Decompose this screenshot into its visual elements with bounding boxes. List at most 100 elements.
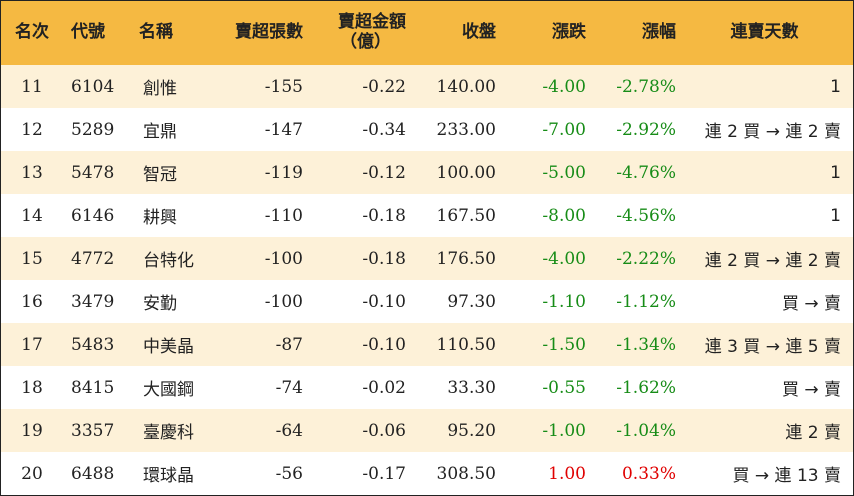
cell-rank: 11 <box>21 76 43 97</box>
cell-name: 大國鋼 <box>143 380 194 400</box>
header-code: 代號 <box>71 22 105 43</box>
table-row: 17 5483 中美晶 -87 -0.10 110.50 -1.50 -1.34% 連 3 買 … <box>1 323 853 366</box>
cell-close: 308.50 <box>436 463 496 484</box>
table-row: 13 5478 智冠 -119 -0.12 100.00 -5.00 -4.76% 1 <box>1 151 853 194</box>
cell-close: 176.50 <box>436 248 496 269</box>
header-sell-volume: 賣超張數 <box>235 22 303 43</box>
cell-rank: 13 <box>21 162 43 183</box>
cell-change: -7.00 <box>542 119 586 140</box>
header-close: 收盤 <box>462 22 496 43</box>
cell-close: 140.00 <box>436 76 496 97</box>
header-sell-amount: 賣超金額 （億） <box>303 1 406 65</box>
header-row: 名次 代號 名稱 賣超張數 賣超金額 （億） 收盤 漲跌 漲幅 連賣天數 <box>1 1 853 65</box>
cell-rank: 18 <box>21 377 43 398</box>
cell-sell-amount: -0.10 <box>362 334 406 355</box>
cell-change-pct: -4.76% <box>616 162 676 183</box>
cell-change: 1.00 <box>548 463 586 484</box>
cell-sell-days: 1 <box>830 76 841 97</box>
cell-code: 6104 <box>71 76 115 97</box>
cell-name: 臺慶科 <box>143 423 194 443</box>
cell-sell-amount: -0.06 <box>362 420 406 441</box>
cell-rank: 19 <box>21 420 43 441</box>
cell-name: 安勤 <box>143 294 177 314</box>
cell-sell-amount: -0.18 <box>362 248 406 269</box>
cell-sell-volume: -56 <box>275 463 303 484</box>
cell-change: -8.00 <box>542 205 586 226</box>
cell-code: 3357 <box>71 420 115 441</box>
cell-sell-days: 連 2 賣 <box>785 423 841 443</box>
table-row: 14 6146 耕興 -110 -0.18 167.50 -8.00 -4.56% 1 <box>1 194 853 237</box>
cell-code: 6146 <box>71 205 115 226</box>
cell-sell-volume: -110 <box>264 205 303 226</box>
header-sell-amount-line1: 賣超金額 <box>338 12 406 33</box>
cell-name: 宜鼎 <box>143 122 177 142</box>
cell-change: -4.00 <box>542 248 586 269</box>
header-change-pct: 漲幅 <box>642 22 676 43</box>
table-row: 12 5289 宜鼎 -147 -0.34 233.00 -7.00 -2.92% 連 2 買 … <box>1 108 853 151</box>
cell-sell-days: 連 2 買 → 連 2 賣 <box>704 251 841 271</box>
cell-sell-days: 買 → 賣 <box>781 380 841 400</box>
cell-change: -1.50 <box>542 334 586 355</box>
cell-change-pct: -1.34% <box>616 334 676 355</box>
cell-change-pct: 0.33% <box>621 463 676 484</box>
header-change: 漲跌 <box>552 22 586 43</box>
cell-code: 8415 <box>71 377 115 398</box>
cell-name: 創惟 <box>143 79 177 99</box>
cell-change-pct: -2.78% <box>616 76 676 97</box>
cell-change-pct: -1.04% <box>616 420 676 441</box>
header-rank: 名次 <box>15 22 49 43</box>
cell-sell-volume: -119 <box>264 162 303 183</box>
cell-change: -5.00 <box>542 162 586 183</box>
header-name: 名稱 <box>139 22 173 43</box>
table-row: 11 6104 創惟 -155 -0.22 140.00 -4.00 -2.78% 1 <box>1 65 853 108</box>
cell-name: 智冠 <box>143 165 177 185</box>
cell-sell-amount: -0.02 <box>362 377 406 398</box>
cell-sell-volume: -100 <box>264 291 303 312</box>
cell-sell-amount: -0.17 <box>362 463 406 484</box>
cell-sell-volume: -64 <box>275 420 303 441</box>
cell-name: 耕興 <box>143 208 177 228</box>
cell-change: -1.00 <box>542 420 586 441</box>
cell-sell-amount: -0.18 <box>362 205 406 226</box>
cell-close: 95.20 <box>447 420 496 441</box>
cell-sell-days: 買 → 連 13 賣 <box>732 466 842 486</box>
cell-sell-days: 1 <box>830 162 841 183</box>
cell-code: 5289 <box>71 119 115 140</box>
cell-close: 167.50 <box>436 205 496 226</box>
table-row: 18 8415 大國鋼 -74 -0.02 33.30 -0.55 -1.62% 買 → 賣 <box>1 366 853 409</box>
cell-change-pct: -2.92% <box>616 119 676 140</box>
cell-rank: 16 <box>21 291 43 312</box>
cell-sell-amount: -0.22 <box>362 76 406 97</box>
cell-close: 233.00 <box>436 119 496 140</box>
table-row: 15 4772 台特化 -100 -0.18 176.50 -4.00 -2.22% 連 2 買… <box>1 237 853 280</box>
cell-sell-amount: -0.34 <box>362 119 406 140</box>
cell-sell-days: 1 <box>830 205 841 226</box>
cell-rank: 20 <box>21 463 43 484</box>
cell-sell-volume: -155 <box>264 76 303 97</box>
cell-close: 97.30 <box>447 291 496 312</box>
cell-name: 台特化 <box>143 251 194 271</box>
cell-change-pct: -4.56% <box>616 205 676 226</box>
cell-rank: 14 <box>21 205 43 226</box>
cell-sell-days: 連 2 買 → 連 2 賣 <box>704 122 841 142</box>
cell-change-pct: -1.12% <box>616 291 676 312</box>
cell-code: 5483 <box>71 334 115 355</box>
table-row: 20 6488 環球晶 -56 -0.17 308.50 1.00 0.33% 買 → 連 13… <box>1 452 853 495</box>
cell-close: 33.30 <box>447 377 496 398</box>
cell-rank: 15 <box>21 248 43 269</box>
cell-sell-amount: -0.12 <box>362 162 406 183</box>
cell-code: 6488 <box>71 463 115 484</box>
cell-sell-days: 買 → 賣 <box>781 294 841 314</box>
cell-sell-volume: -87 <box>275 334 303 355</box>
cell-change: -1.10 <box>542 291 586 312</box>
cell-rank: 12 <box>21 119 43 140</box>
table-row: 16 3479 安勤 -100 -0.10 97.30 -1.10 -1.12% 買 → 賣 <box>1 280 853 323</box>
cell-rank: 17 <box>21 334 43 355</box>
cell-code: 4772 <box>71 248 115 269</box>
cell-change: -0.55 <box>542 377 586 398</box>
cell-sell-days: 連 3 買 → 連 5 賣 <box>704 337 841 357</box>
cell-change-pct: -1.62% <box>616 377 676 398</box>
cell-code: 3479 <box>71 291 115 312</box>
